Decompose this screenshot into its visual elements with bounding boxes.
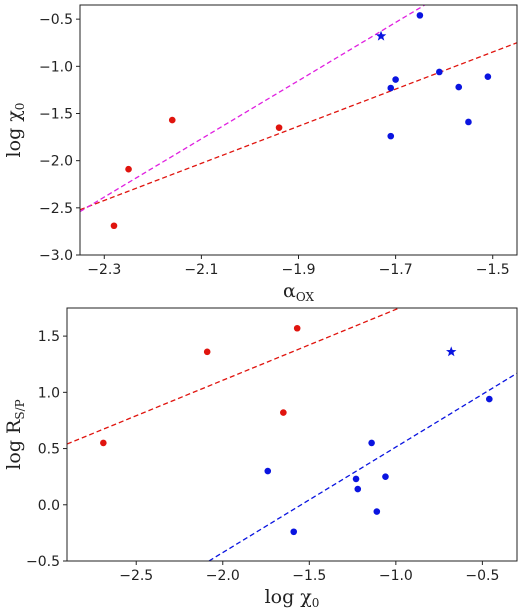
- fit-line-1: [67, 308, 400, 445]
- y-tick-label: −3.0: [39, 248, 73, 264]
- data-point: [455, 83, 463, 91]
- x-tick-label: −0.5: [465, 568, 499, 584]
- data-point: [168, 116, 176, 124]
- y-axis-label: log χ0: [3, 103, 27, 158]
- data-point: [275, 124, 283, 131]
- star-point: [375, 30, 387, 41]
- x-tick-label: −2.3: [87, 262, 121, 278]
- data-point: [436, 68, 443, 76]
- data-point: [373, 508, 381, 515]
- fit-line-1: [80, 42, 517, 211]
- y-tick-label: −0.5: [26, 554, 60, 570]
- data-point: [416, 12, 424, 19]
- x-axis-label: αOX: [283, 280, 314, 304]
- data-point: [203, 348, 211, 356]
- x-tick-label: −2.5: [119, 568, 153, 584]
- data-point: [368, 439, 375, 447]
- y-tick-label: 0.0: [38, 498, 60, 514]
- x-tick-label: −1.9: [282, 262, 316, 278]
- plot-frame: [66, 307, 518, 562]
- data-point: [387, 84, 395, 92]
- y-tick-label: −0.5: [39, 12, 73, 28]
- data-point: [486, 395, 493, 403]
- data-point: [382, 473, 389, 480]
- fit-line-2: [80, 5, 426, 213]
- data-point: [352, 475, 360, 483]
- y-tick-label: 1.0: [38, 385, 60, 401]
- data-point: [264, 467, 272, 475]
- x-tick-label: −2.1: [184, 262, 218, 278]
- data-point: [290, 528, 298, 536]
- data-point: [280, 409, 287, 416]
- data-point: [125, 165, 132, 173]
- y-axis-label: log RS/P: [3, 399, 27, 469]
- plot-frame: [79, 4, 518, 256]
- data-point: [100, 439, 107, 447]
- panel-1: −2.3 −2.1 −1.9 −1.7 −1.5 −3.0 −2.5 −2.0 −1.5 −1.0…: [3, 4, 518, 304]
- data-point: [392, 76, 399, 83]
- y-tick-label: −1.5: [39, 106, 73, 122]
- y-tick-label: −1.0: [39, 59, 73, 75]
- x-tick-label: −1.5: [292, 568, 326, 584]
- x-tick-label: −1.7: [379, 262, 413, 278]
- data-point: [465, 118, 472, 126]
- data-point: [354, 485, 362, 493]
- x-tick-label: −1.5: [476, 262, 510, 278]
- y-tick-label: −2.0: [39, 154, 73, 170]
- data-point: [293, 324, 301, 332]
- x-tick-label: −2.0: [206, 568, 240, 584]
- data-point: [484, 73, 492, 80]
- x-tick-label: −1.0: [379, 568, 413, 584]
- x-axis-label: log χ0: [265, 586, 320, 608]
- star-point: [446, 346, 457, 357]
- panel-2: −2.5 −2.0 −1.5 −1.0 −0.5 −0.5 0.0 0.5 1.0 1.5 log …: [3, 307, 518, 608]
- y-tick-label: 1.5: [38, 329, 60, 345]
- y-tick-label: 0.5: [38, 442, 60, 458]
- fit-line-2: [208, 372, 517, 561]
- data-point: [110, 222, 118, 230]
- y-tick-label: −2.5: [39, 201, 73, 217]
- data-point: [387, 132, 395, 140]
